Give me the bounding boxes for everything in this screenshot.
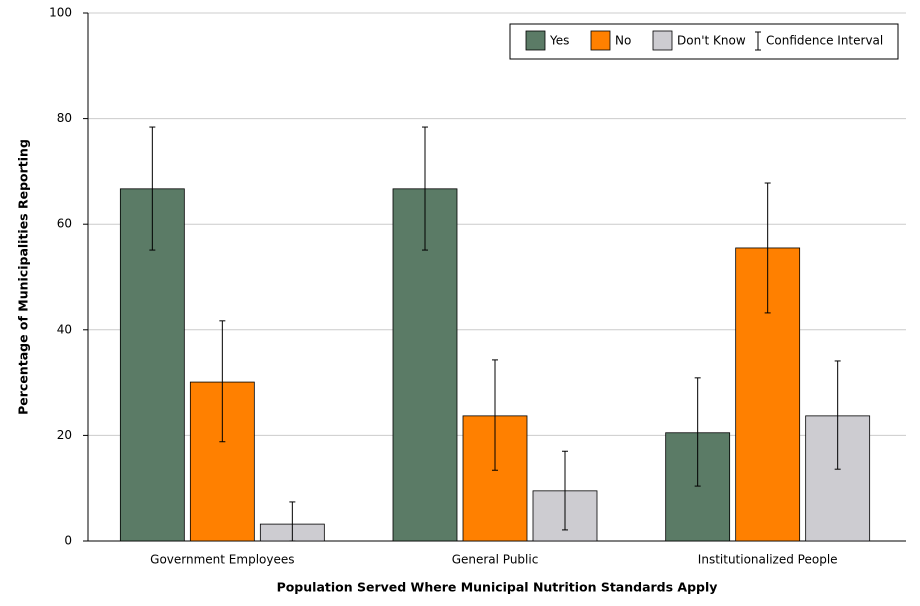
error-bar xyxy=(219,320,226,443)
y-tick-label: 60 xyxy=(57,217,72,231)
y-tick-label: 80 xyxy=(57,111,72,125)
x-tick-label: Government Employees xyxy=(150,553,294,567)
legend-label: Yes xyxy=(549,34,569,48)
legend-swatch xyxy=(590,30,611,51)
legend: Yes No Don't Know Confidence Interval xyxy=(509,23,899,60)
error-bar xyxy=(492,359,498,471)
legend-label: Don't Know xyxy=(677,34,746,48)
x-axis-label: Population Served Where Municipal Nutrit… xyxy=(277,580,718,595)
x-tick-label: Institutionalized People xyxy=(698,553,838,567)
legend-swatch xyxy=(652,30,673,51)
error-bar xyxy=(834,360,841,470)
bar xyxy=(392,188,458,542)
legend-ci-icon xyxy=(755,31,761,51)
legend-label: Confidence Interval xyxy=(766,34,883,48)
error-bar xyxy=(149,126,156,251)
y-tick-label: 0 xyxy=(64,534,72,548)
y-tick-label: 20 xyxy=(57,428,72,442)
error-bar xyxy=(694,377,701,487)
legend-swatch xyxy=(525,30,546,51)
error-bar xyxy=(562,450,568,531)
y-axis-label: Percentage of Municipalities Reporting xyxy=(16,139,31,415)
error-bar xyxy=(289,501,296,542)
x-tick-label: General Public xyxy=(452,553,539,567)
y-tick-label: 100 xyxy=(49,6,72,20)
legend-box xyxy=(509,23,899,60)
error-bar xyxy=(422,126,428,251)
y-tick-label: 40 xyxy=(57,322,72,336)
legend-label: No xyxy=(615,34,631,48)
bar xyxy=(665,432,731,542)
error-bar xyxy=(764,182,771,314)
